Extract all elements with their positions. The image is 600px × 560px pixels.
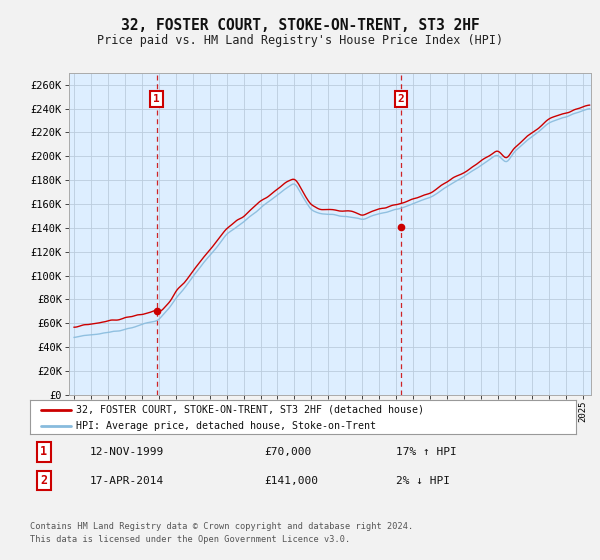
Text: 12-NOV-1999: 12-NOV-1999 <box>90 447 164 457</box>
Text: Contains HM Land Registry data © Crown copyright and database right 2024.
This d: Contains HM Land Registry data © Crown c… <box>30 522 413 544</box>
Text: 1: 1 <box>153 94 160 104</box>
Text: 32, FOSTER COURT, STOKE-ON-TRENT, ST3 2HF (detached house): 32, FOSTER COURT, STOKE-ON-TRENT, ST3 2H… <box>76 405 424 415</box>
Text: 17% ↑ HPI: 17% ↑ HPI <box>396 447 457 457</box>
Text: £70,000: £70,000 <box>265 447 312 457</box>
Text: 17-APR-2014: 17-APR-2014 <box>90 475 164 486</box>
Text: 2: 2 <box>40 474 47 487</box>
Text: 2: 2 <box>398 94 404 104</box>
Text: Price paid vs. HM Land Registry's House Price Index (HPI): Price paid vs. HM Land Registry's House … <box>97 34 503 47</box>
Text: HPI: Average price, detached house, Stoke-on-Trent: HPI: Average price, detached house, Stok… <box>76 421 376 431</box>
Text: 1: 1 <box>40 445 47 459</box>
Text: 32, FOSTER COURT, STOKE-ON-TRENT, ST3 2HF: 32, FOSTER COURT, STOKE-ON-TRENT, ST3 2H… <box>121 18 479 32</box>
Text: £141,000: £141,000 <box>265 475 319 486</box>
Text: 2% ↓ HPI: 2% ↓ HPI <box>396 475 450 486</box>
